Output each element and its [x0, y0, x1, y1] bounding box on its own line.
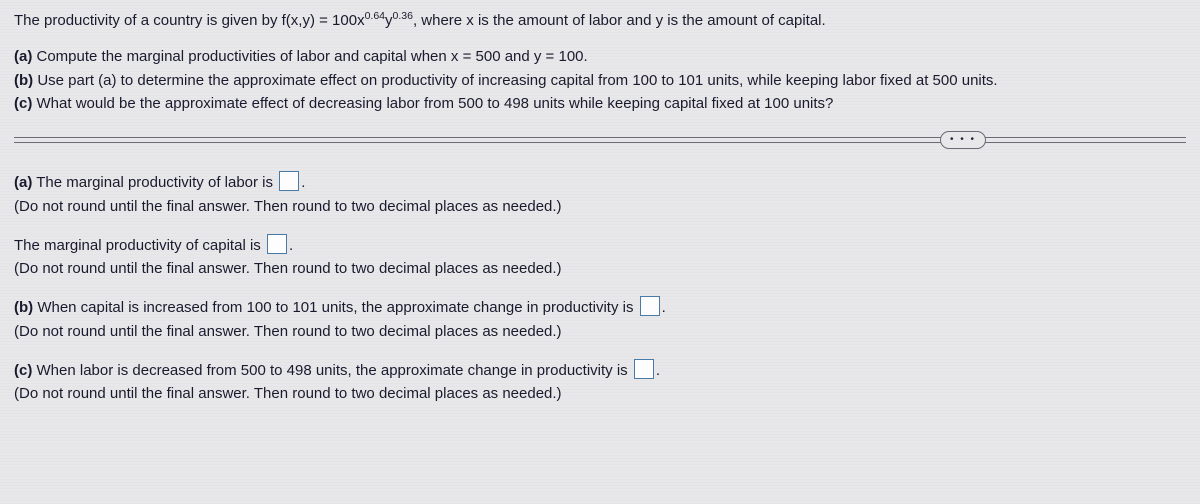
- answer-a1-text: The marginal productivity of labor is: [32, 174, 277, 191]
- mid: y: [385, 12, 393, 29]
- answer-b-text: When capital is increased from 100 to 10…: [33, 299, 638, 316]
- answer-a2: The marginal productivity of capital is …: [14, 234, 1186, 281]
- part-c-text: What would be the approximate effect of …: [32, 95, 833, 112]
- period-a2: .: [289, 237, 293, 254]
- answer-c-line: (c) When labor is decreased from 500 to …: [14, 359, 1186, 382]
- question-parts: (a) Compute the marginal productivities …: [14, 46, 1186, 115]
- part-a-label: (a): [14, 48, 32, 65]
- answer-a1-input[interactable]: [279, 171, 299, 191]
- answer-a1: (a) The marginal productivity of labor i…: [14, 171, 1186, 218]
- part-c: (c) What would be the approximate effect…: [14, 93, 1186, 115]
- intro-prefix: The productivity of a country is given b…: [14, 12, 365, 29]
- answer-a1-hint: (Do not round until the final answer. Th…: [14, 196, 1186, 218]
- period-c: .: [656, 362, 660, 379]
- answer-c: (c) When labor is decreased from 500 to …: [14, 359, 1186, 406]
- period-b: .: [662, 299, 666, 316]
- answer-b-input[interactable]: [640, 296, 660, 316]
- answer-c-hint: (Do not round until the final answer. Th…: [14, 383, 1186, 405]
- part-a-text: Compute the marginal productivities of l…: [32, 48, 587, 65]
- more-button[interactable]: • • •: [940, 131, 986, 149]
- answer-b-line: (b) When capital is increased from 100 t…: [14, 296, 1186, 319]
- answer-c-text: When labor is decreased from 500 to 498 …: [32, 362, 632, 379]
- problem-page: The productivity of a country is given b…: [0, 0, 1200, 435]
- part-b-text: Use part (a) to determine the approximat…: [33, 72, 997, 89]
- answer-b: (b) When capital is increased from 100 t…: [14, 296, 1186, 343]
- divider-line-top: [14, 137, 1186, 138]
- intro-suffix: , where x is the amount of labor and y i…: [413, 12, 826, 29]
- part-a: (a) Compute the marginal productivities …: [14, 46, 1186, 68]
- answer-a2-hint: (Do not round until the final answer. Th…: [14, 258, 1186, 280]
- exp1: 0.64: [365, 10, 385, 22]
- formula: The productivity of a country is given b…: [14, 12, 413, 29]
- period-a1: .: [301, 174, 305, 191]
- answer-b-label: (b): [14, 299, 33, 316]
- part-c-label: (c): [14, 95, 32, 112]
- answer-a1-line: (a) The marginal productivity of labor i…: [14, 171, 1186, 194]
- answer-c-input[interactable]: [634, 359, 654, 379]
- answer-b-hint: (Do not round until the final answer. Th…: [14, 321, 1186, 343]
- answer-a1-label: (a): [14, 174, 32, 191]
- answer-a2-line: The marginal productivity of capital is …: [14, 234, 1186, 257]
- answer-c-label: (c): [14, 362, 32, 379]
- divider: • • •: [14, 125, 1186, 153]
- more-icon: • • •: [950, 133, 976, 148]
- part-b: (b) Use part (a) to determine the approx…: [14, 70, 1186, 92]
- problem-statement: The productivity of a country is given b…: [14, 10, 1186, 32]
- part-b-label: (b): [14, 72, 33, 89]
- exp2: 0.36: [393, 10, 413, 22]
- answer-a2-text: The marginal productivity of capital is: [14, 237, 265, 254]
- answer-a2-input[interactable]: [267, 234, 287, 254]
- divider-line-bottom: [14, 142, 1186, 143]
